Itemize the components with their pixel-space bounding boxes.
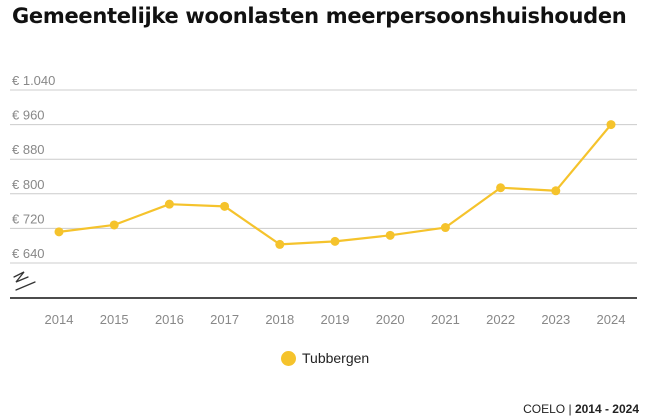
- footer-source: COELO: [523, 402, 566, 416]
- y-tick-label: € 1.040: [12, 73, 55, 88]
- data-point[interactable]: [330, 236, 340, 246]
- y-tick-label: € 640: [12, 246, 45, 261]
- data-point[interactable]: [551, 186, 561, 196]
- footer-period: 2014 - 2024: [574, 402, 639, 416]
- x-tick-label: 2020: [376, 312, 405, 327]
- data-point[interactable]: [385, 230, 395, 240]
- x-tick-label: 2021: [431, 312, 460, 327]
- series-tubbergen: [54, 120, 616, 249]
- x-tick-label: 2015: [100, 312, 129, 327]
- y-tick-label: € 960: [12, 108, 45, 123]
- y-tick-label: € 720: [12, 211, 45, 226]
- data-point[interactable]: [496, 183, 506, 193]
- data-point[interactable]: [164, 199, 174, 209]
- x-tick-label: 2016: [155, 312, 184, 327]
- x-tick-label: 2019: [321, 312, 350, 327]
- x-tick-label: 2017: [210, 312, 239, 327]
- data-point[interactable]: [109, 220, 119, 230]
- x-tick-label: 2024: [597, 312, 626, 327]
- y-gridlines: [10, 89, 637, 264]
- x-tick-label: 2018: [265, 312, 294, 327]
- data-point[interactable]: [220, 201, 230, 211]
- x-tick-label: 2023: [541, 312, 570, 327]
- y-tick-label: € 880: [12, 142, 45, 157]
- x-tick-label: 2022: [486, 312, 515, 327]
- data-point[interactable]: [606, 120, 616, 130]
- axis-break-icon: [13, 271, 36, 291]
- y-tick-label: € 800: [12, 177, 45, 192]
- chart-title: Gemeentelijke woonlasten meerpersoonshui…: [12, 4, 627, 28]
- data-point[interactable]: [54, 227, 64, 237]
- data-point[interactable]: [440, 223, 450, 233]
- legend-swatch-tubbergen: [281, 350, 296, 366]
- legend-label-tubbergen: Tubbergen: [302, 350, 370, 366]
- x-tick-label: 2014: [45, 312, 74, 327]
- series-line-tubbergen: [58, 123, 612, 246]
- footer-separator: |: [568, 402, 572, 416]
- legend: Tubbergen: [281, 350, 369, 366]
- data-point[interactable]: [275, 239, 285, 249]
- y-axis-tick-labels: € 640 € 720 € 800 € 880 € 960 € 1.040: [12, 73, 55, 261]
- x-axis-tick-labels: 2014 2015 2016 2017 2018 2019 2020 2021 2022 2023…: [45, 312, 626, 327]
- source-footer: COELO | 2014 - 2024: [523, 402, 639, 416]
